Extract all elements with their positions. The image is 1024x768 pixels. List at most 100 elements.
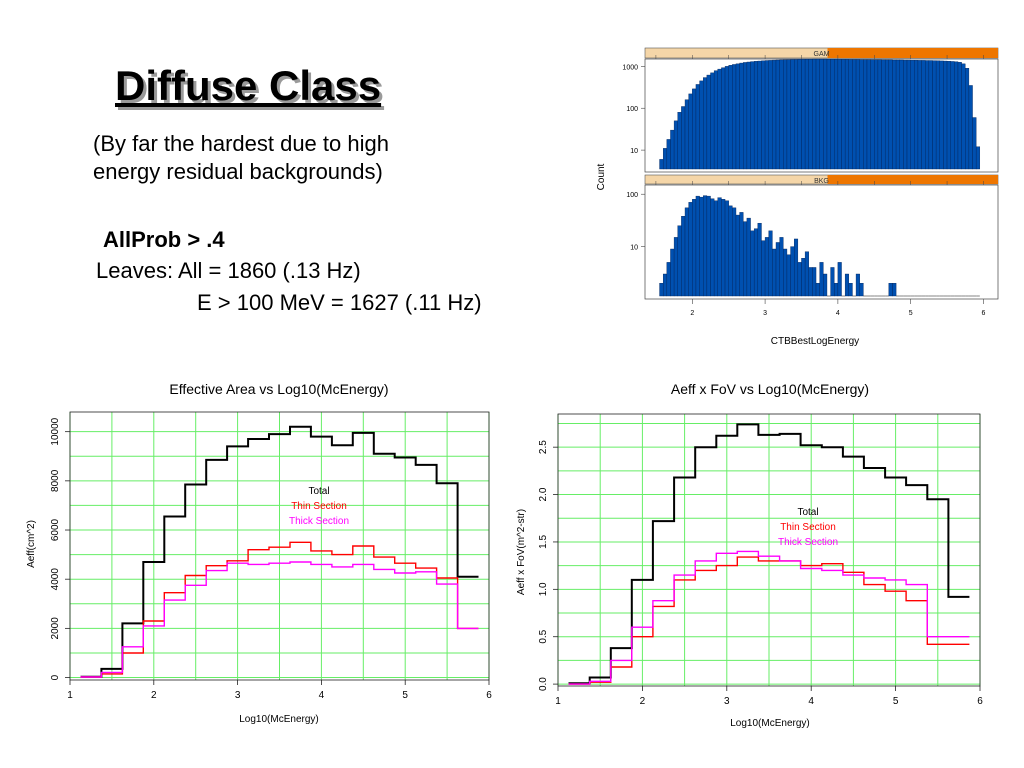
histogram-bkg-bar [713, 200, 718, 297]
histogram-gam-bar [713, 70, 718, 170]
histogram-gam-bar [834, 59, 839, 170]
histogram-gam-bar [914, 60, 919, 170]
histogram-bkg-bar [812, 267, 817, 297]
histogram-gam-bar [677, 112, 682, 170]
effective-area-plot: 1 2 3 4 5 6 0 2000 4000 6000 8000 10000 Total Thin Se… [50, 411, 492, 701]
histogram-gam-bar [772, 59, 777, 170]
histogram-bkg-bar [673, 237, 678, 297]
histogram-gam-bar [910, 60, 915, 170]
histogram-gam-bar [859, 59, 864, 170]
histogram-gam-bar [957, 62, 962, 170]
histogram-gam-bar [753, 61, 759, 170]
histogram-gam-bar [950, 61, 955, 170]
subtitle-line-2: energy residual backgrounds) [93, 159, 383, 184]
histogram-gam-bar [692, 88, 697, 170]
histogram-gam-bar [903, 59, 908, 170]
effective-area-y-tick-label: 4000 [50, 568, 61, 591]
histogram-bkg-bar [764, 237, 769, 297]
histogram-x-axis-label: CTBBestLogEnergy [771, 336, 859, 347]
histogram-bkg-bar [823, 273, 828, 297]
histogram-bkg-bar [790, 246, 795, 297]
histogram-gam-bar [703, 77, 708, 170]
histogram-gam-bar [965, 68, 970, 170]
histogram-bkg-bar [746, 217, 751, 297]
effective-area-y-tick-label: 10000 [50, 417, 61, 445]
effective-area-title: Effective Area vs Log10(McEnergy) [169, 381, 388, 397]
cut-condition: AllProb > .4 [103, 227, 225, 252]
histogram-gam-bar [895, 59, 900, 170]
effective-area-y-tick-label: 8000 [50, 469, 61, 492]
histogram-bkg-bar [757, 222, 762, 297]
histogram-gam-bar [830, 59, 835, 170]
histogram-gam-bar [943, 60, 948, 170]
effective-area-x-tick-label: 5 [402, 690, 408, 701]
aeff-fov-y-tick-label: 0.5 [538, 629, 549, 643]
histogram-bkg-bar [844, 273, 849, 297]
effective-area-y-tick-label: 0 [50, 674, 61, 680]
effective-area-x-tick-label: 3 [235, 690, 241, 701]
histogram-x-axis: 2 3 4 5 6 [690, 299, 985, 317]
aeff-fov-x-tick-label: 3 [724, 696, 730, 707]
histogram-gam-bar [870, 59, 875, 170]
histogram-gam-bar [721, 67, 726, 170]
histogram-gam-bar [932, 60, 937, 170]
aeff-fov-y-tick-label: 1.0 [538, 582, 549, 596]
histogram-bkg-bar [684, 207, 689, 297]
histogram-gam-bar [881, 59, 886, 170]
histogram-bkg-bar [797, 262, 802, 297]
effective-area-legend-thick-section: Thick Section [289, 516, 349, 527]
histogram-gam-y-tick-label: 100 [626, 106, 638, 113]
histogram-gam-bar [874, 59, 879, 170]
histogram-gam-bar [863, 59, 868, 170]
effective-area-y-tick-label: 6000 [50, 518, 61, 541]
histogram-gam-bar [728, 65, 733, 170]
aeff-fov-y-tick-label: 2.0 [538, 487, 549, 501]
histogram-gam-bar [852, 59, 857, 170]
histogram-gam-bar [750, 61, 755, 170]
histogram-gam-bar [757, 60, 762, 170]
histogram-bkg-bar [739, 212, 744, 297]
effective-area-legend-thin-section: Thin Section [291, 501, 347, 512]
histogram-gam-bar [670, 129, 675, 170]
histogram-gam-bar [659, 159, 664, 170]
slide-title: Diffuse Class [115, 62, 382, 109]
histogram-gam-bar [975, 146, 981, 170]
histogram-x-tick-label: 3 [763, 310, 767, 317]
histogram-gam-bar [892, 59, 897, 170]
effective-area-series-thick-section [80, 561, 479, 678]
effective-area-legend-total: Total [308, 486, 329, 497]
histogram-gam-bar [710, 72, 715, 170]
histogram-bkg-bar [703, 195, 708, 297]
histogram-bkg-bar [721, 199, 726, 297]
histogram-bkg-bar [753, 228, 759, 297]
histogram-gam-bar [888, 59, 893, 170]
histogram-x-tick-label: 5 [909, 310, 913, 317]
subtitle-line-1: (By far the hardest due to high [93, 131, 389, 156]
histogram-bkg-frame [644, 184, 999, 300]
histogram-gam-bar [761, 60, 766, 170]
histogram-bkg-bar [801, 258, 806, 297]
histogram-bkg-bar [855, 273, 860, 297]
histogram-gam-bar [866, 59, 871, 170]
histogram-bkg-bar [724, 200, 729, 297]
histogram-bkg-bar [662, 273, 668, 297]
effective-area-x-axis-label: Log10(McEnergy) [239, 714, 318, 725]
histogram-bkg-bar [859, 283, 864, 297]
histogram-gam-bar [706, 74, 711, 170]
histogram-gam-bar [826, 59, 831, 170]
effective-area-frame [69, 411, 490, 681]
histogram-gam-bar [899, 59, 904, 170]
histogram-gam-bar [841, 59, 846, 170]
histogram-gam-bar [739, 62, 744, 170]
histogram-bkg-bar [677, 225, 682, 297]
aeff-fov-y-tick-label: 1.5 [538, 535, 549, 549]
histogram-x-tick-label: 6 [981, 310, 985, 317]
histogram-bkg-bar [743, 221, 748, 297]
aeff-fov-series-thick-section [568, 550, 970, 685]
aeff-fov-y-axis-label: Aeff x FoV(m^2-str) [516, 509, 527, 595]
histogram-gam-bar [808, 59, 813, 170]
histogram-gam-bar [695, 84, 700, 170]
histogram-bkg-bar [710, 198, 715, 297]
histogram-bkg-bar [848, 283, 853, 297]
histogram-gam-y-tick-label: 10 [630, 148, 638, 155]
